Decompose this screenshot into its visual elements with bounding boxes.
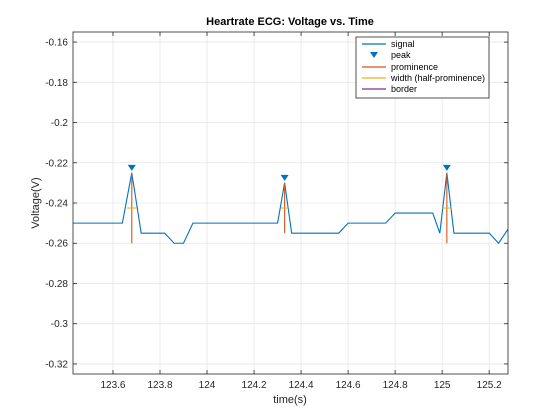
- peak-marker: [280, 174, 289, 181]
- y-tick-label: -0.2: [51, 118, 69, 129]
- x-axis-label: time(s): [273, 394, 307, 406]
- y-axis-ticks: -0.16 -0.18 -0.2 -0.22 -0.24 -0.26 -0.28 -0.3 -0…: [45, 38, 508, 370]
- x-tick-label: 124: [199, 380, 216, 391]
- x-tick-label: 125: [434, 380, 451, 391]
- x-tick-label: 124.8: [383, 380, 408, 391]
- x-axis-ticks: 123.6 123.8 124 124.2 124.4 124.6 124.8 125 125.…: [100, 32, 502, 391]
- y-tick-label: -0.3: [51, 319, 69, 330]
- y-tick-label: -0.18: [45, 78, 68, 89]
- x-tick-label: 124.2: [242, 380, 267, 391]
- y-axis-label: Voltage(V): [30, 177, 42, 228]
- x-tick-label: 125.2: [477, 380, 502, 391]
- y-tick-label: -0.16: [45, 38, 68, 49]
- legend-peak-label: peak: [391, 50, 411, 60]
- legend: signal peak prominence width (half-promi…: [355, 36, 490, 99]
- peak-marker: [442, 164, 451, 171]
- y-tick-label: -0.32: [45, 359, 68, 370]
- legend-width-label: width (half-prominence): [390, 73, 485, 83]
- chart-title: Heartrate ECG: Voltage vs. Time: [206, 16, 374, 28]
- plot-border: [72, 31, 509, 375]
- legend-peak-swatch: [370, 52, 378, 58]
- x-tick-label: 124.6: [336, 380, 361, 391]
- chart-marks: [73, 164, 509, 245]
- y-tick-label: -0.22: [45, 158, 68, 169]
- x-tick-label: 123.8: [147, 380, 172, 391]
- x-tick-label: 123.6: [100, 380, 125, 391]
- y-tick-label: -0.28: [45, 279, 68, 290]
- signal-line: [73, 172, 509, 245]
- legend-prominence-label: prominence: [391, 62, 438, 72]
- peak-marker: [127, 164, 136, 171]
- y-tick-label: -0.24: [45, 199, 68, 210]
- legend-border-label: border: [391, 84, 417, 94]
- legend-signal-label: signal: [391, 39, 415, 49]
- x-tick-label: 124.4: [289, 380, 314, 391]
- y-tick-label: -0.26: [45, 239, 68, 250]
